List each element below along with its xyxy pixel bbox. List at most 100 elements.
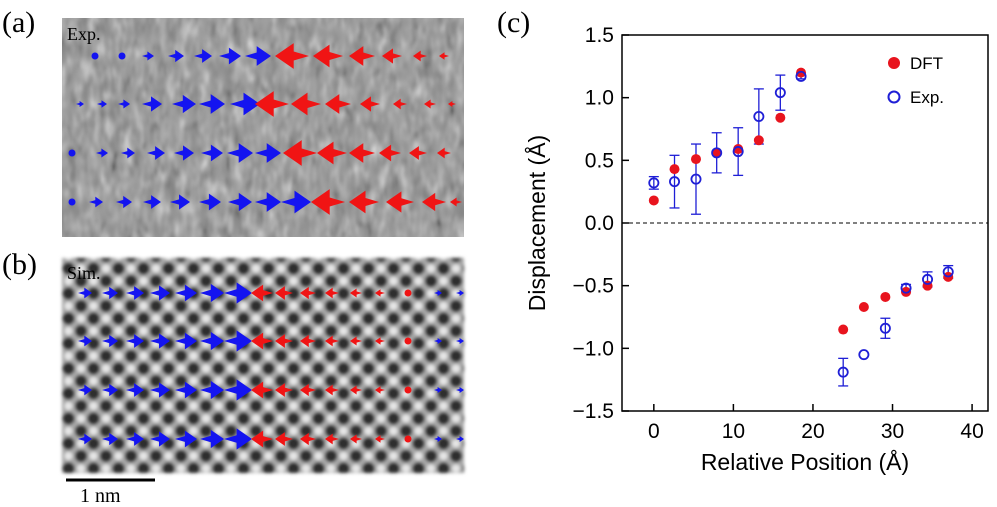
y-tick-label: 0.0 (585, 212, 614, 235)
legend-exp-label: Exp. (910, 88, 944, 107)
displacement-arrow-right (456, 386, 464, 394)
panel-b-label: (b) (2, 248, 37, 281)
displacement-arrow-right (199, 94, 225, 114)
displacement-arrow-left (439, 52, 449, 60)
displacement-arrow-left (275, 43, 309, 69)
displacement-arrow-left (300, 432, 316, 446)
displacement-arrow-left (350, 434, 362, 444)
dft-point (880, 291, 891, 302)
displacement-arrow-right (170, 194, 190, 210)
displacement-arrow-left (375, 435, 385, 443)
exp-point (922, 273, 934, 285)
exp-point (753, 110, 765, 122)
dft-point (858, 301, 869, 312)
displacement-arrow-left (325, 335, 339, 347)
displacement-arrow-left (349, 46, 375, 66)
displacement-arrow-right (200, 283, 224, 303)
displacement-arrow-right (175, 332, 197, 350)
exp-point (942, 266, 954, 278)
dft-point (775, 112, 786, 123)
displacement-dot (68, 149, 76, 157)
exp-point (669, 176, 681, 188)
exp-point (732, 146, 744, 158)
panel-a-label: (a) (2, 6, 35, 39)
displacement-arrow-left (275, 286, 293, 300)
displacement-arrow-right (78, 287, 92, 299)
displacement-dot (404, 337, 412, 345)
displacement-arrow-right (102, 432, 118, 446)
displacement-arrow-right (150, 285, 170, 301)
displacement-arrow-left (275, 383, 293, 397)
x-tick-label: 0 (648, 420, 660, 443)
panel-b-displacement-arrows (78, 282, 464, 450)
dft-point (838, 324, 849, 335)
displacement-arrow-right (219, 47, 241, 65)
displacement-arrow-left (300, 286, 316, 300)
exp-point (858, 349, 870, 361)
displacement-arrow-left (360, 96, 380, 112)
displacement-arrow-right (456, 337, 464, 345)
displacement-arrow-right (200, 331, 224, 351)
y-tick-label: 1.0 (585, 87, 614, 110)
displacement-arrow-right (224, 282, 252, 304)
displacement-arrow-right (434, 289, 442, 297)
legend-dft-label: DFT (910, 54, 943, 73)
displacement-arrow-right (78, 433, 92, 445)
exp-point (837, 366, 849, 378)
exp-point (774, 87, 786, 99)
displacement-dot (404, 289, 412, 297)
displacement-arrow-right (168, 49, 184, 63)
displacement-arrow-right (116, 195, 132, 209)
displacement-arrow-left (409, 146, 427, 160)
dft-point (669, 164, 680, 175)
dft-point (690, 154, 701, 165)
displacement-arrow-left (251, 381, 273, 399)
displacement-arrow-right (76, 100, 84, 108)
x-tick-label: 40 (960, 420, 983, 443)
displacement-arrow-left (300, 383, 316, 397)
displacement-arrow-right (201, 144, 223, 162)
displacement-arrow-right (78, 335, 92, 347)
displacement-arrow-right (175, 430, 197, 448)
displacement-arrow-right (200, 380, 224, 400)
displacement-arrow-left (386, 191, 414, 213)
displacement-arrow-left (325, 384, 339, 396)
displacement-arrow-right (227, 143, 253, 163)
displacement-arrow-right (102, 334, 118, 348)
exp-point (900, 282, 912, 294)
displacement-arrow-left (251, 430, 273, 448)
displacement-arrow-left (251, 332, 273, 350)
displacement-dot (91, 52, 99, 60)
displacement-arrow-left (291, 92, 321, 116)
panel-a-inset-label: Exp. (67, 24, 101, 44)
displacement-arrow-right (96, 148, 108, 158)
displacement-arrow-left (450, 197, 462, 207)
exp-point (795, 70, 807, 82)
displacement-arrow-right (102, 286, 118, 300)
displacement-arrow-left (251, 284, 273, 302)
dft-point (733, 144, 744, 155)
displacement-arrow-right (150, 333, 170, 349)
displacement-arrow-right (224, 379, 252, 401)
displacement-dot (68, 198, 76, 206)
displacement-arrow-left (317, 141, 347, 165)
displacement-arrow-right (78, 384, 92, 396)
displacement-arrow-right (175, 381, 197, 399)
displacement-arrow-left (349, 190, 379, 214)
exp-point (879, 322, 891, 334)
displacement-arrow-left (393, 98, 407, 110)
displacement-arrow-right (199, 193, 221, 211)
displacement-arrow-right (150, 382, 170, 398)
displacement-arrow-left (349, 143, 375, 163)
exp-point (690, 173, 702, 185)
displacement-arrow-left (382, 48, 402, 64)
plot-frame (621, 34, 989, 412)
displacement-dot (118, 52, 126, 60)
displacement-arrow-right (434, 337, 442, 345)
displacement-arrow-right (126, 286, 144, 300)
displacement-arrow-right (150, 431, 170, 447)
displacement-arrow-right (142, 51, 154, 61)
displacement-arrow-right (126, 383, 144, 397)
displacement-arrow-right (281, 190, 311, 214)
displacement-arrow-right (97, 100, 107, 108)
